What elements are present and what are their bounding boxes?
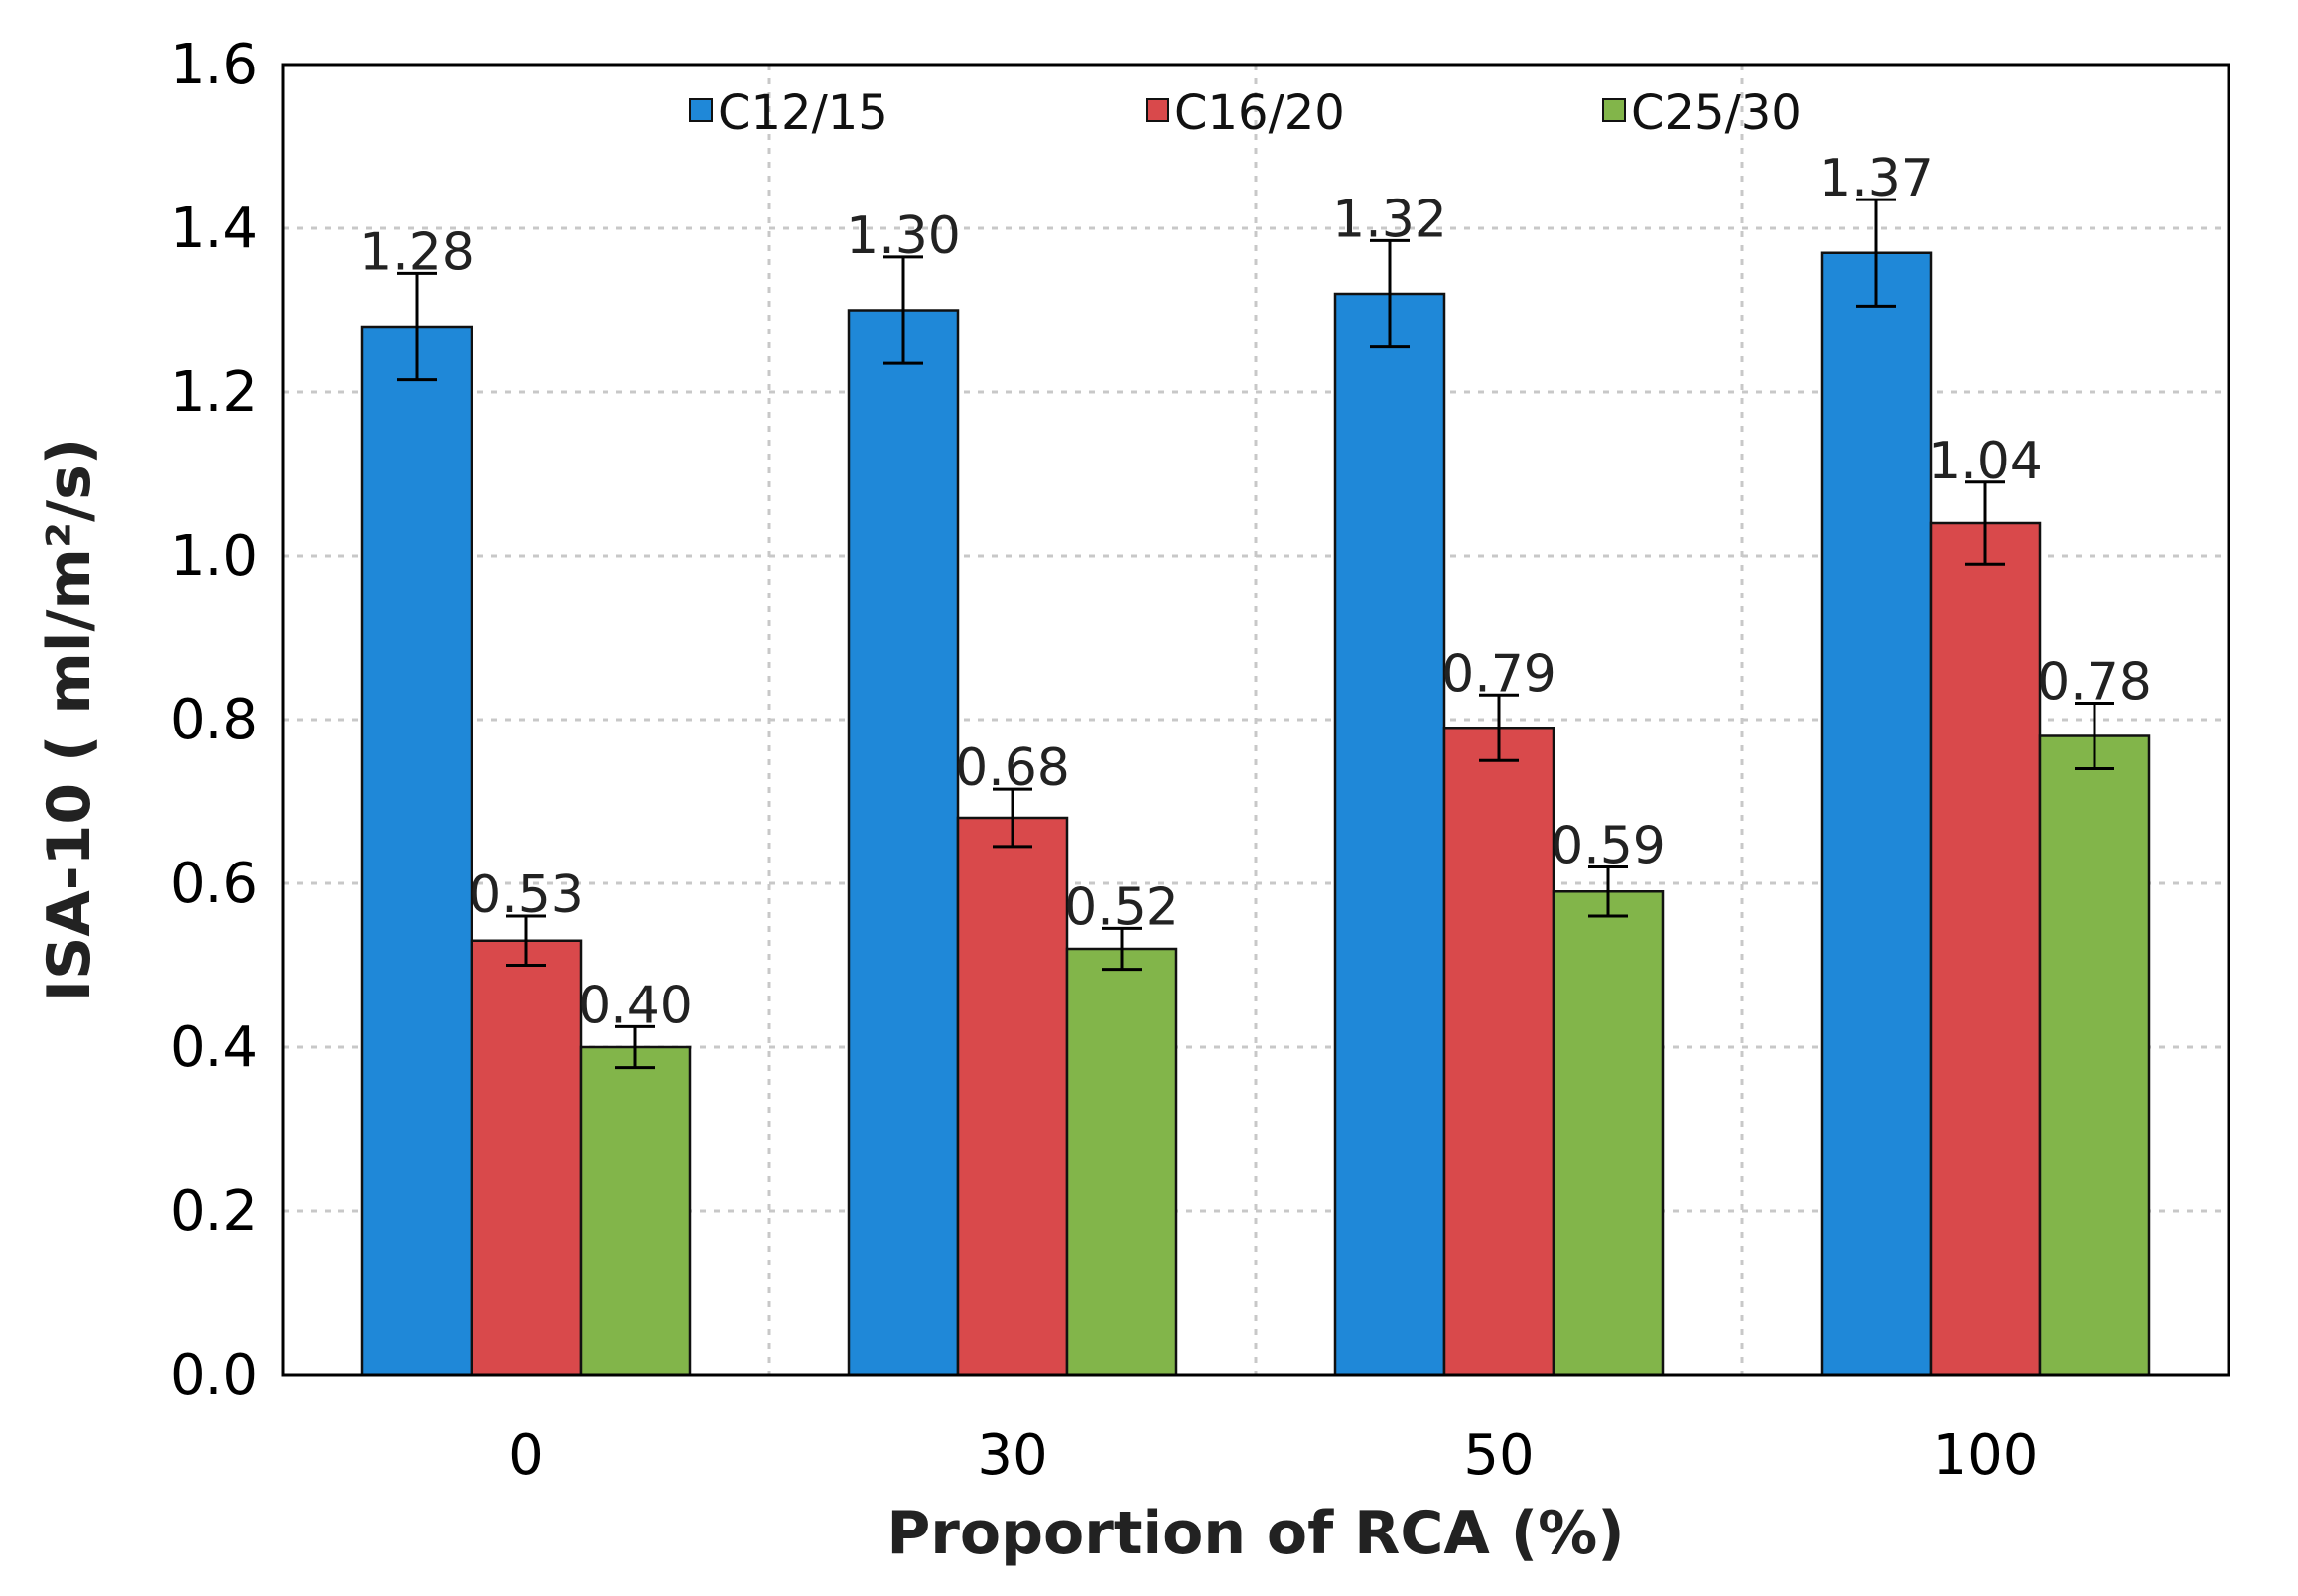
y-axis-title: ISA-10 ( ml/m²/s) (35, 438, 104, 1001)
y-tick-label: 0.6 (170, 852, 258, 916)
y-axis-ticks: 0.0 0.2 0.4 0.6 0.8 1.0 1.2 1.4 1.6 (170, 33, 258, 1407)
x-axis-title: Proportion of RCA (%) (886, 1499, 1624, 1568)
y-tick-label: 0.0 (170, 1343, 258, 1407)
data-label: 1.37 (1819, 149, 1934, 208)
bar-c12-15-0 (360, 325, 473, 1377)
y-tick-label: 1.0 (170, 524, 258, 589)
error-bar (1102, 926, 1142, 972)
data-label: 0.40 (578, 976, 693, 1035)
y-tick-label: 0.4 (170, 1015, 258, 1080)
data-label: 1.30 (846, 206, 961, 266)
y-tick-label: 0.8 (170, 688, 258, 752)
error-bar (1856, 198, 1896, 308)
bar-c12-15-30 (847, 309, 960, 1377)
error-bar (2075, 702, 2114, 770)
error-bars (397, 198, 2114, 1070)
bar-c25-30-30 (1065, 947, 1178, 1377)
error-bar (1588, 865, 1628, 918)
data-label: 0.59 (1551, 817, 1666, 876)
y-tick-label: 0.2 (170, 1179, 258, 1244)
error-bar (397, 271, 437, 382)
bar-c12-15-50 (1333, 292, 1446, 1377)
data-label: 0.53 (469, 865, 584, 925)
error-bar (883, 255, 923, 365)
legend-label: C12/15 (718, 85, 888, 141)
x-tick-label: 50 (1463, 1423, 1534, 1488)
x-tick-label: 0 (508, 1423, 544, 1488)
bar-c16-20-100 (1929, 521, 2042, 1377)
bar-c12-15-100 (1820, 251, 1933, 1377)
error-bar (615, 1024, 655, 1070)
error-bar (1479, 693, 1519, 762)
legend-label: C25/30 (1631, 85, 1802, 141)
y-tick-label: 1.4 (170, 197, 258, 261)
bar-c16-20-30 (956, 816, 1069, 1377)
error-bar (993, 787, 1032, 849)
legend-swatch (1146, 98, 1169, 122)
bar-c25-30-100 (2038, 734, 2151, 1377)
legend-item-c16-20: C16/20 (1146, 85, 1345, 141)
data-label: 0.68 (955, 738, 1070, 798)
x-tick-label: 30 (977, 1423, 1047, 1488)
plot-area-frame (281, 63, 2230, 1377)
data-label: 1.32 (1332, 190, 1447, 249)
legend-item-c12-15: C12/15 (689, 85, 888, 141)
y-tick-label: 1.6 (170, 33, 258, 97)
error-bar (1965, 480, 2005, 566)
data-label: 1.28 (359, 222, 474, 282)
y-tick-label: 1.2 (170, 360, 258, 425)
legend: C12/15 C16/20 C25/30 (689, 85, 1802, 141)
data-label: 0.79 (1441, 644, 1556, 704)
legend-swatch (689, 98, 713, 122)
legend-swatch (1602, 98, 1626, 122)
data-label: 1.04 (1928, 432, 2043, 491)
bar-c25-30-50 (1552, 890, 1665, 1377)
x-tick-label: 100 (1933, 1423, 2039, 1488)
legend-item-c25-30: C25/30 (1602, 85, 1802, 141)
bar-c16-20-0 (470, 939, 583, 1377)
data-labels: 1.28 0.53 0.40 1.30 0.68 0.52 1.32 0.79 0.59 1.37… (359, 149, 2152, 1035)
error-bar (506, 914, 546, 967)
bar-c25-30-0 (579, 1045, 692, 1377)
data-label: 0.52 (1064, 877, 1179, 937)
bar-c16-20-50 (1442, 727, 1555, 1377)
data-label: 0.78 (2037, 653, 2152, 713)
x-axis-ticks: 0 30 50 100 (508, 1423, 2038, 1488)
legend-label: C16/20 (1174, 85, 1345, 141)
error-bar (1370, 238, 1410, 349)
